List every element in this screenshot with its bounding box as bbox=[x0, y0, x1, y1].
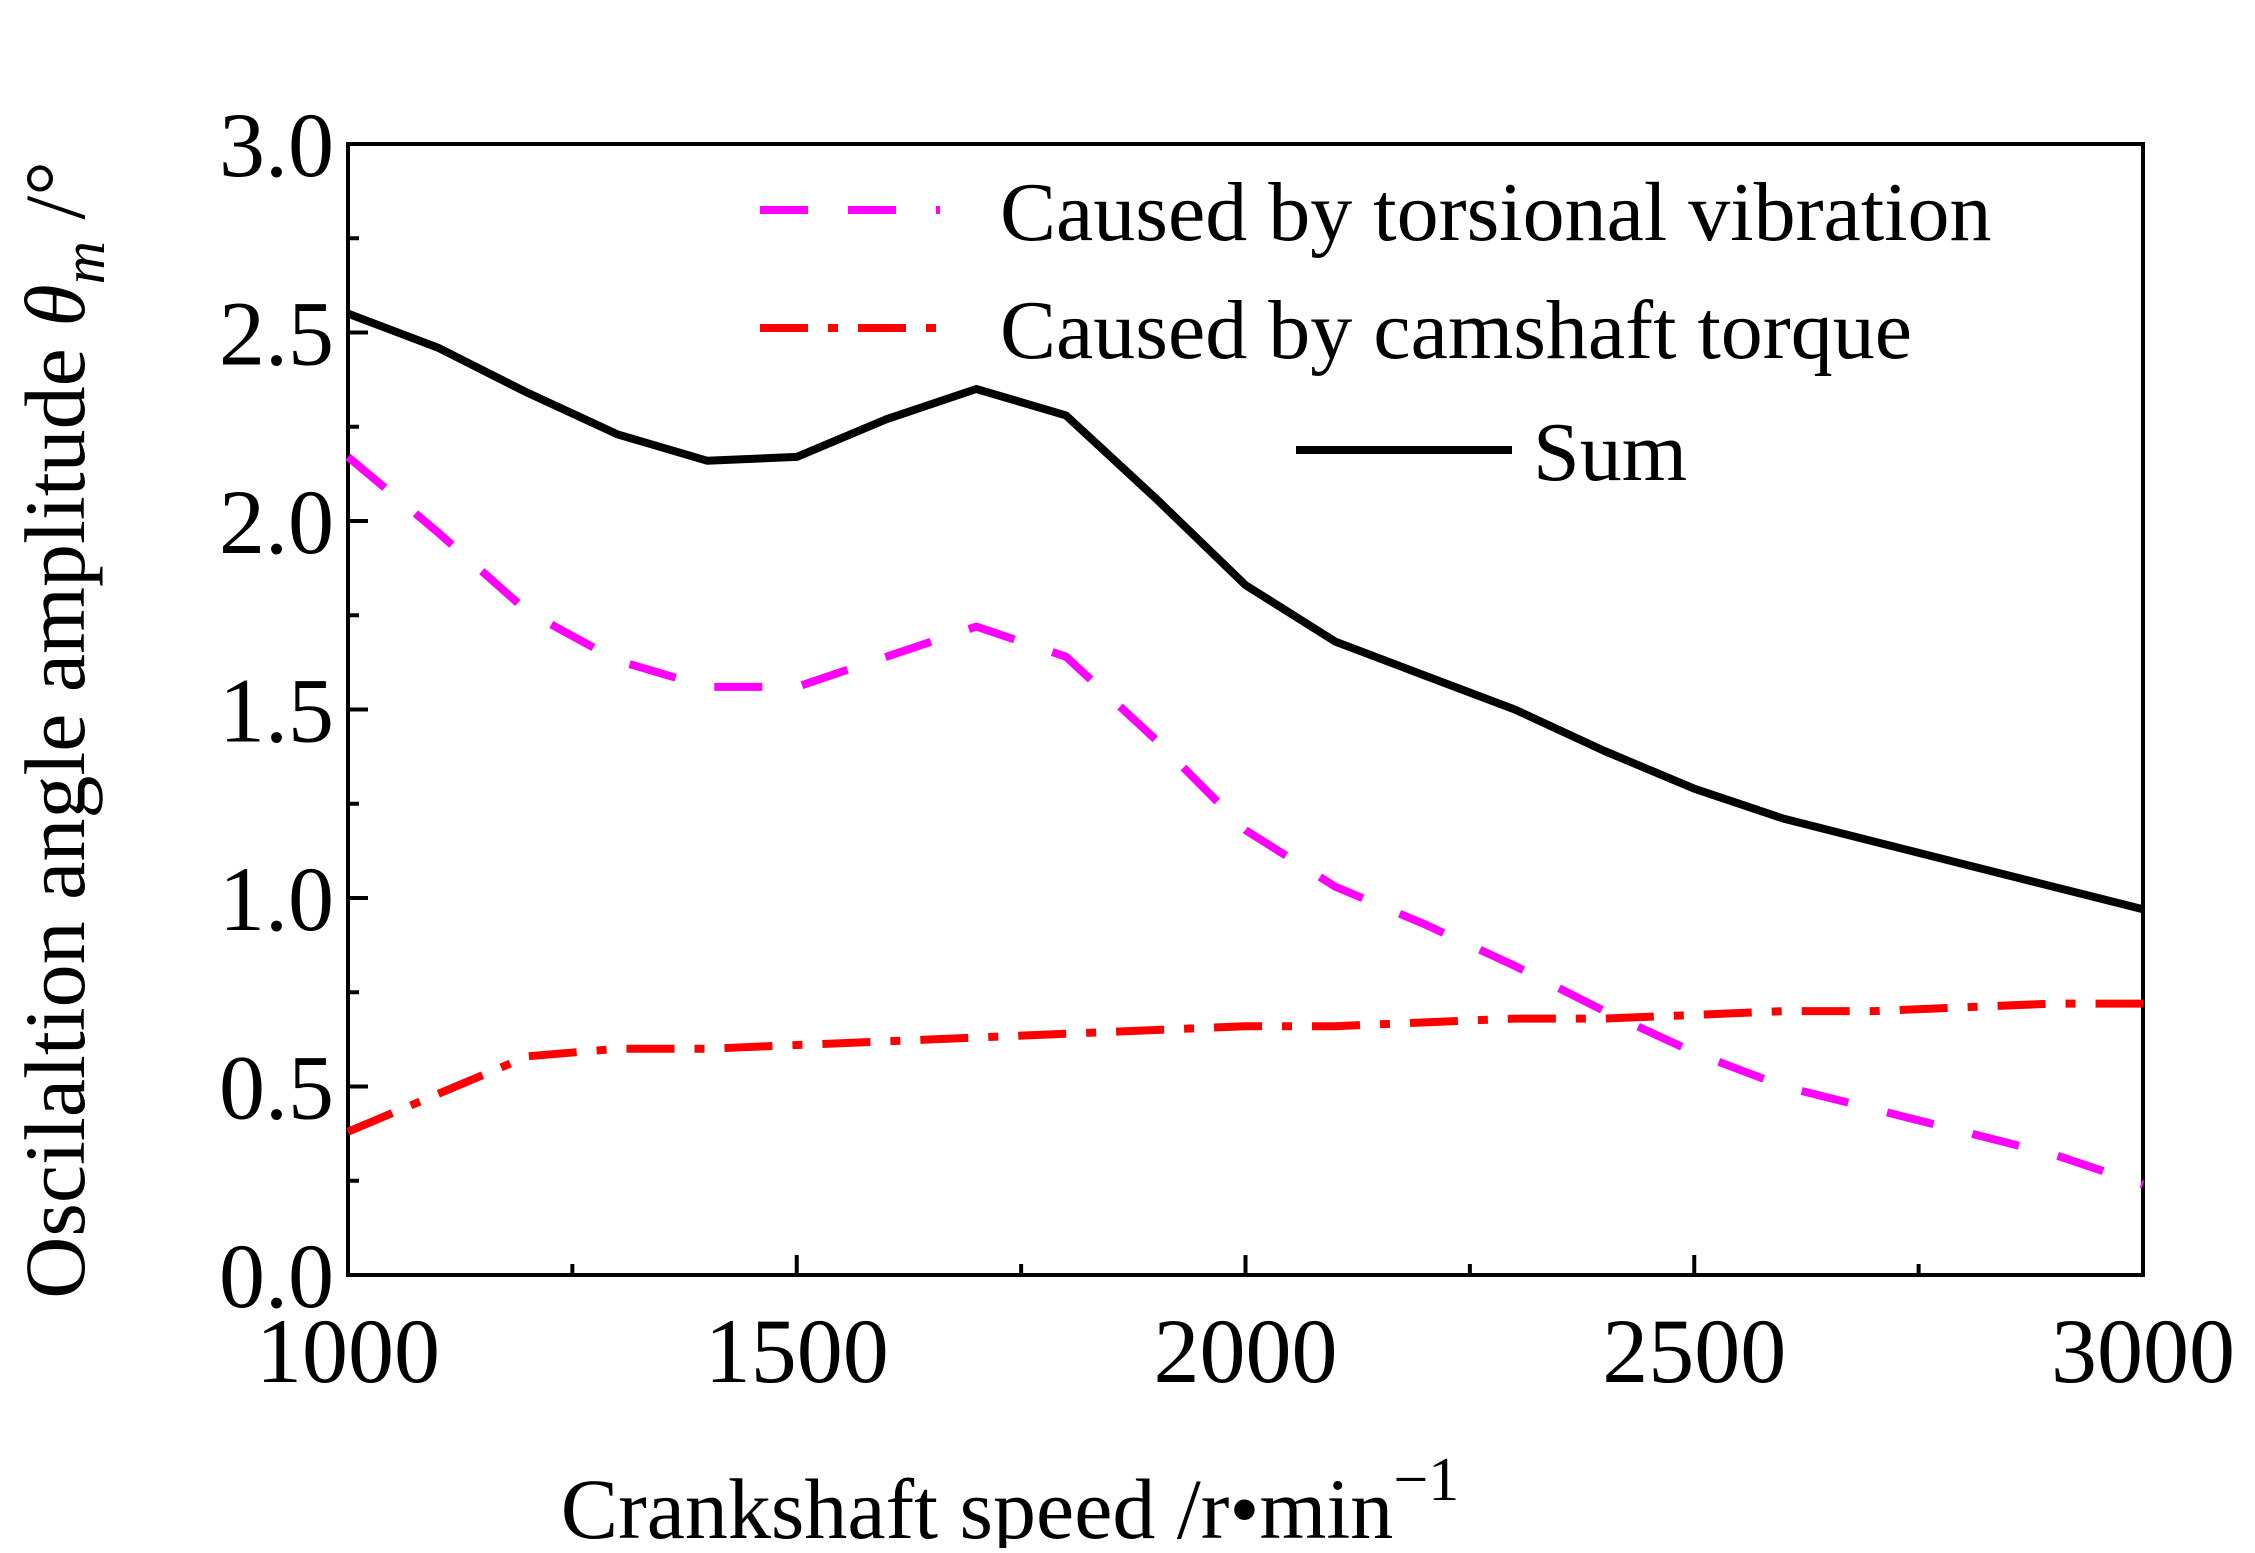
legend-label-3: Sum bbox=[1533, 406, 1687, 499]
y-axis-title-text: Oscilaltion angle amplitude bbox=[7, 348, 103, 1299]
y-axis-title-symbol: θ bbox=[7, 284, 103, 326]
x-tick-label: 2000 bbox=[1154, 1300, 1338, 1402]
legend-label-1: Caused by torsional vibration bbox=[1000, 166, 1992, 259]
y-tick-label: 3.0 bbox=[219, 94, 334, 196]
y-axis-title-unit: /° bbox=[7, 161, 103, 219]
x-tick-label: 3000 bbox=[2051, 1300, 2235, 1402]
y-tick-label: 0.0 bbox=[219, 1225, 334, 1327]
x-tick-label: 1500 bbox=[705, 1300, 889, 1402]
x-axis-ticks: 1000 1500 2000 2500 3000 bbox=[256, 1255, 2235, 1402]
series-line-1 bbox=[345, 453, 2145, 1189]
y-tick-label: 1.0 bbox=[219, 848, 334, 950]
x-axis-title: Crankshaft speed /r•min−1 bbox=[561, 1446, 1460, 1548]
x-tick-label: 2500 bbox=[1602, 1300, 1786, 1402]
legend-label-2: Caused by camshaft torque bbox=[1000, 284, 1912, 377]
y-axis-ticks: 0.0 0.5 1.0 1.5 2.0 2.5 3.0 bbox=[219, 94, 368, 1327]
y-axis-title: Oscilaltion angle amplitude θm /° bbox=[7, 161, 117, 1298]
x-tick-label: 1000 bbox=[256, 1300, 440, 1402]
x-axis-title-text: Crankshaft speed /r•min bbox=[561, 1461, 1394, 1548]
series-line-3 bbox=[346, 309, 2144, 914]
y-axis-title-subscript: m bbox=[51, 241, 117, 284]
y-tick-label: 0.5 bbox=[219, 1037, 334, 1139]
legend: Caused by torsional vibration Caused by c… bbox=[760, 166, 1992, 499]
series-layer bbox=[345, 309, 2145, 1189]
x-axis-title-superscript: −1 bbox=[1393, 1446, 1459, 1514]
y-tick-label: 1.5 bbox=[219, 660, 334, 762]
y-tick-label: 2.0 bbox=[219, 471, 334, 573]
series-line-2 bbox=[346, 999, 2143, 1136]
y-tick-label: 2.5 bbox=[219, 283, 334, 385]
